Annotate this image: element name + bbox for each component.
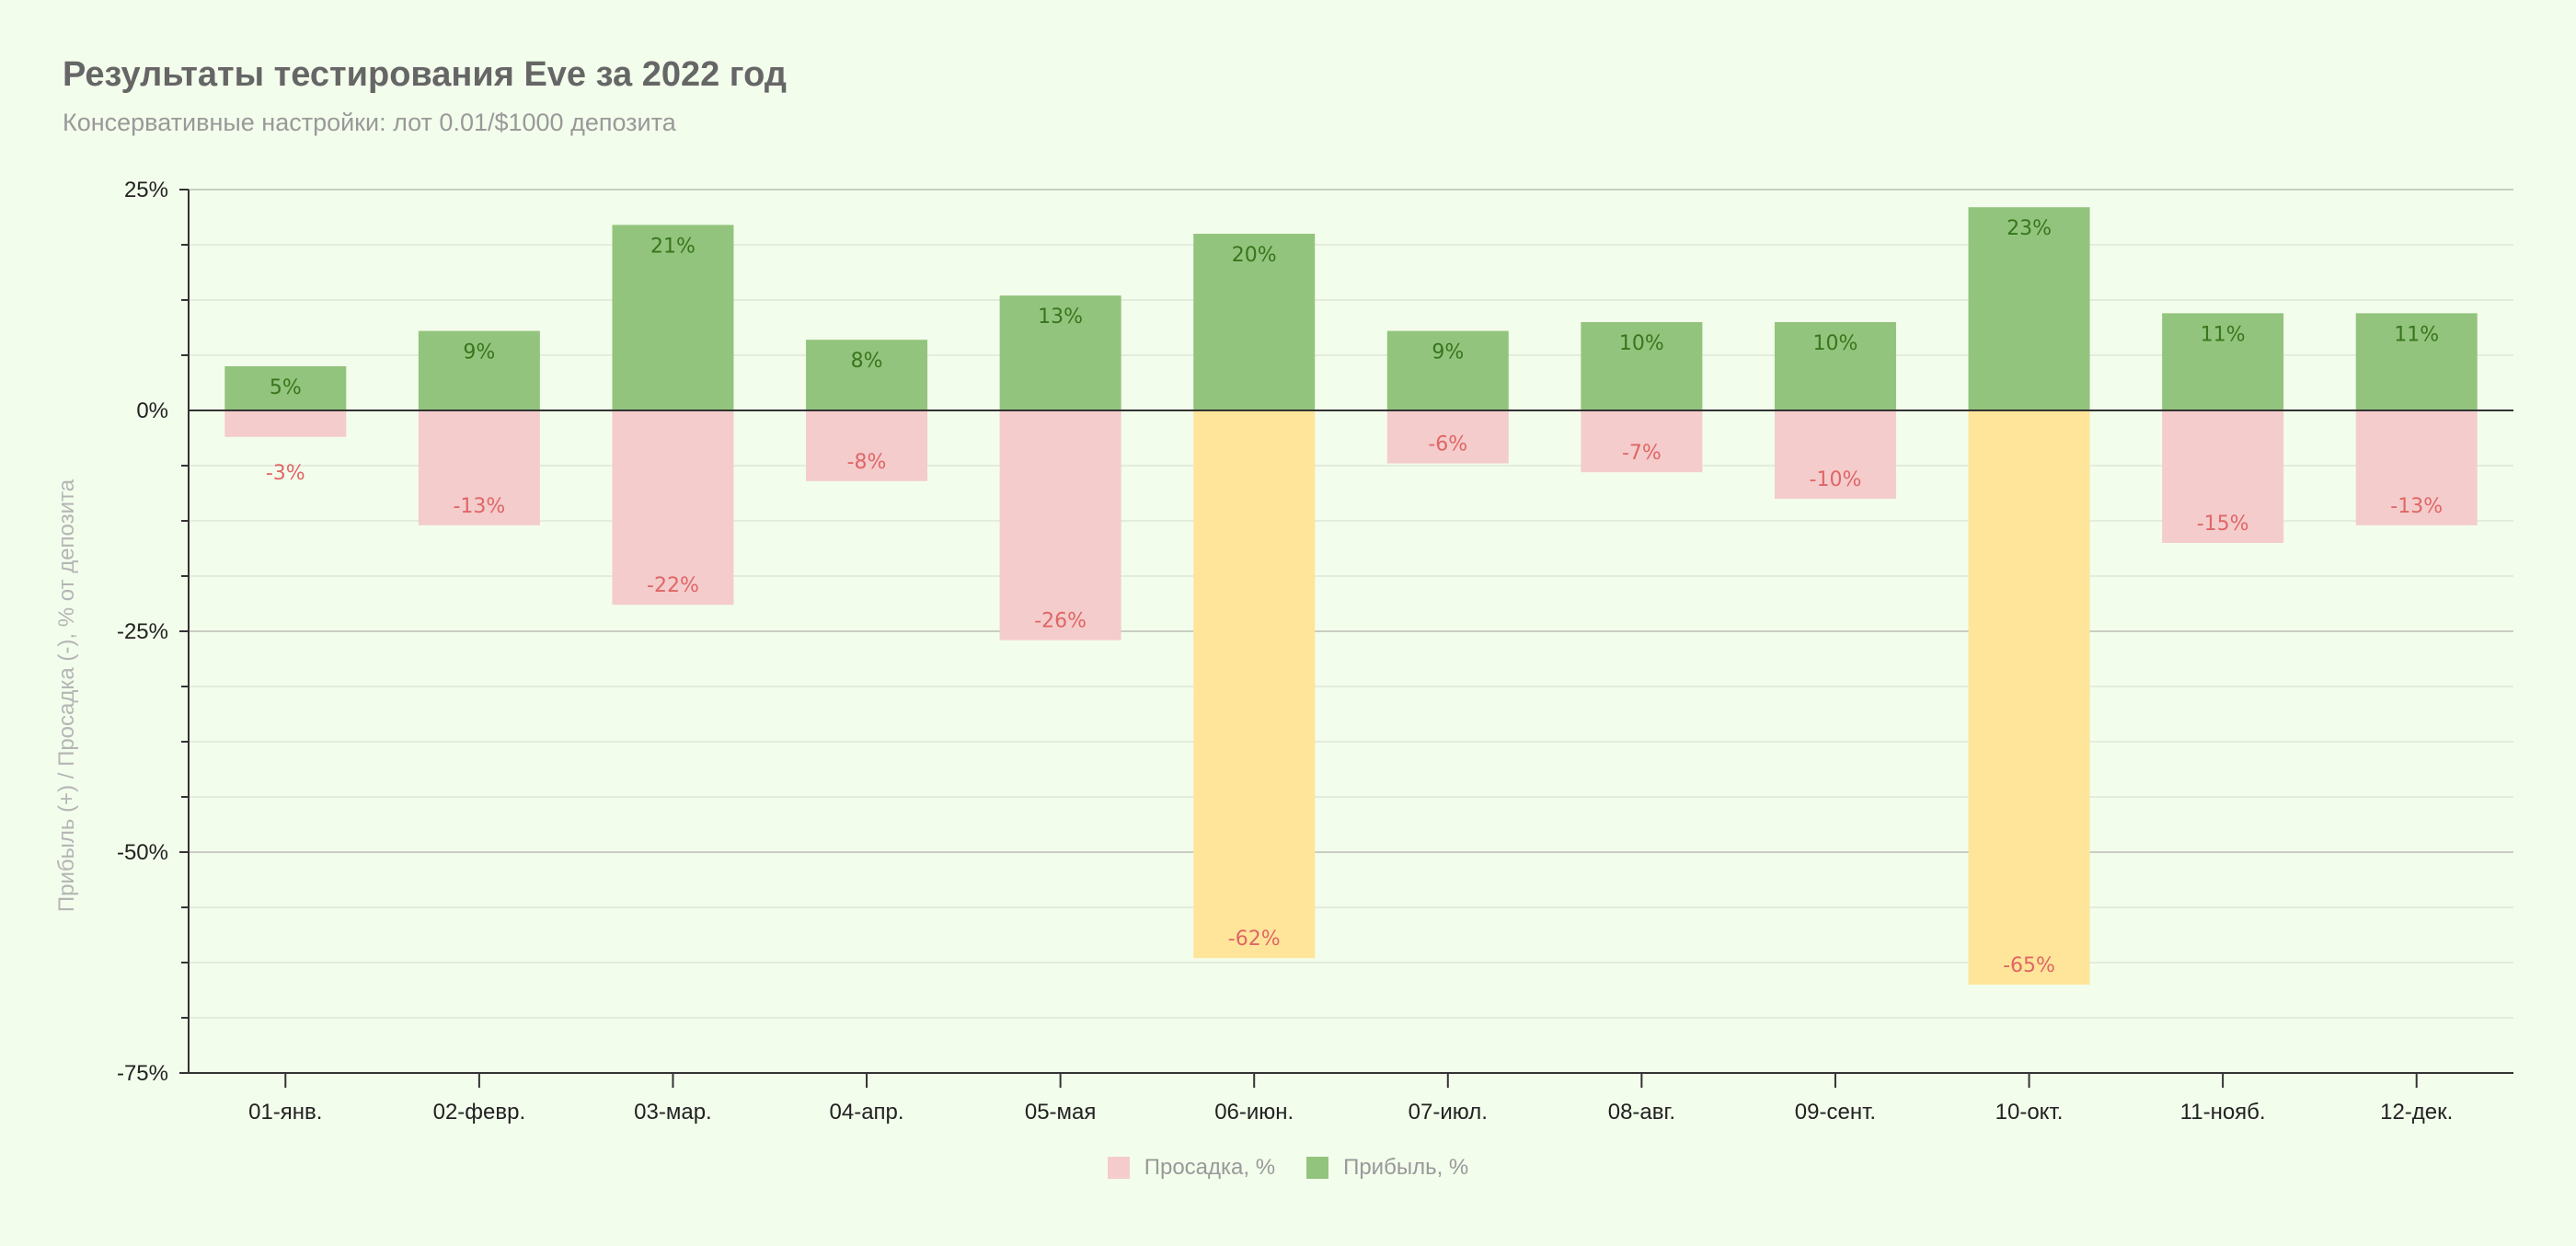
- drawdown-bar: [1193, 410, 1316, 959]
- y-tick-label: -50%: [117, 840, 168, 865]
- profit-data-label: 9%: [463, 341, 495, 364]
- drawdown-data-label: -13%: [2390, 495, 2443, 518]
- drawdown-data-label: -13%: [453, 495, 505, 518]
- profit-data-label: 11%: [2201, 323, 2246, 346]
- profit-data-label: 13%: [1038, 306, 1083, 329]
- profit-bar: [612, 225, 734, 410]
- drawdown-bar: [418, 410, 540, 525]
- x-tick-label: 09-сент.: [1795, 1100, 1876, 1125]
- drawdown-bar: [1968, 410, 2090, 985]
- drawdown-data-label: -62%: [1228, 928, 1281, 951]
- y-tick-label: -25%: [117, 619, 168, 644]
- legend-swatch-profit: [1306, 1157, 1329, 1179]
- y-tick-label: 0%: [136, 398, 168, 423]
- drawdown-bar: [1386, 410, 1509, 464]
- x-tick-label: 01-янв.: [248, 1100, 322, 1125]
- profit-data-label: 11%: [2394, 323, 2439, 346]
- drawdown-bar: [612, 410, 734, 606]
- drawdown-data-label: -8%: [847, 451, 887, 474]
- drawdown-data-label: -26%: [1034, 610, 1087, 633]
- drawdown-data-label: -6%: [1428, 433, 1467, 456]
- profit-bar: [418, 330, 540, 410]
- y-tick-label: 25%: [124, 178, 168, 202]
- profit-bar: [1774, 322, 1896, 410]
- legend-item-profit[interactable]: Прибыль, %: [1306, 1155, 1468, 1181]
- profit-bar: [1968, 207, 2090, 410]
- x-tick-label: 12-дек.: [2380, 1100, 2453, 1125]
- drawdown-data-label: -10%: [1810, 468, 1862, 491]
- x-tick-label: 11-нояб.: [2180, 1100, 2266, 1125]
- profit-data-label: 10%: [1619, 332, 1664, 355]
- drawdown-data-label: -65%: [2003, 954, 2055, 977]
- drawdown-bar: [224, 410, 347, 437]
- data-labels: 5% -3% 9% -13% 21% -22% 8% -8% 13% -26% 20% -62% 9% -…: [266, 217, 2443, 977]
- drawdown-bar: [1774, 410, 1896, 499]
- drawdown-bar: [806, 410, 928, 481]
- drawdown-data-label: -3%: [266, 462, 305, 485]
- profit-data-label: 20%: [1232, 244, 1277, 267]
- drawdown-data-label: -22%: [647, 574, 699, 597]
- legend-label-drawdown: Просадка, %: [1144, 1155, 1276, 1180]
- chart-title: Результаты тестирования Eve за 2022 год: [63, 55, 787, 94]
- x-tick-label: 05-мая: [1025, 1100, 1097, 1125]
- x-tick-label: 02-февр.: [433, 1100, 526, 1125]
- profit-bar: [806, 340, 928, 410]
- profit-data-label: 10%: [1813, 332, 1858, 355]
- legend: Просадка, % Прибыль, %: [0, 1155, 2576, 1181]
- x-tick-label: 07-июл.: [1409, 1100, 1488, 1125]
- profit-data-label: 9%: [1432, 341, 1464, 364]
- y-tick-label: -75%: [117, 1061, 168, 1086]
- profit-bar: [999, 295, 1121, 410]
- y-axis-title: Прибыль (+) / Просадка (-), % от депозит…: [54, 479, 79, 912]
- profit-bar: [224, 366, 347, 410]
- profit-data-label: 8%: [851, 350, 883, 373]
- drawdown-bar: [1581, 410, 1703, 473]
- x-tick-label: 06-июн.: [1214, 1100, 1294, 1125]
- x-tick-label: 04-апр.: [830, 1100, 904, 1125]
- profit-data-label: 23%: [2007, 217, 2052, 240]
- profit-bar: [2162, 313, 2284, 410]
- x-tick-label: 10-окт.: [1995, 1100, 2064, 1125]
- profit-bar: [1581, 322, 1703, 410]
- profit-data-label: 21%: [650, 235, 696, 258]
- axes: 25% 0% -25% -50% -75% 01-янв. 02-февр. 03-мар. 0…: [117, 178, 2513, 1125]
- x-tick-label: 03-мар.: [634, 1100, 712, 1125]
- legend-swatch-drawdown: [1107, 1157, 1130, 1179]
- profit-bar: [2355, 313, 2478, 410]
- profit-data-label: 5%: [270, 376, 302, 399]
- drawdown-data-label: -15%: [2197, 513, 2249, 536]
- chart-subtitle: Консервативные настройки: лот 0.01/$1000…: [63, 109, 676, 136]
- legend-label-profit: Прибыль, %: [1343, 1155, 1469, 1180]
- drawdown-bar: [2162, 410, 2284, 543]
- drawdown-bar: [999, 410, 1121, 640]
- profit-bar: [1386, 330, 1509, 410]
- drawdown-bar: [2355, 410, 2478, 525]
- drawdown-data-label: -7%: [1622, 442, 1662, 465]
- x-tick-label: 08-авг.: [1608, 1100, 1675, 1125]
- legend-item-drawdown[interactable]: Просадка, %: [1107, 1155, 1276, 1181]
- profit-bar: [1193, 234, 1316, 410]
- bars: [224, 207, 2478, 985]
